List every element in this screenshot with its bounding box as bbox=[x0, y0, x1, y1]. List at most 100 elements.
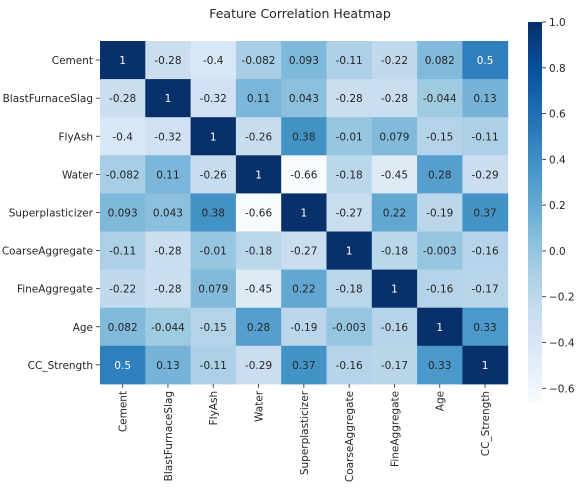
heatmap-cell-coarseaggregate-blastfurnaceslag bbox=[145, 231, 192, 271]
heatmap-cell-fineaggregate-superplasticizer bbox=[281, 269, 327, 309]
x-tick-label-superplasticizer: Superplasticizer bbox=[299, 390, 311, 475]
heatmap-value-label: 0.13 bbox=[156, 360, 179, 372]
heatmap-value-label: -0.11 bbox=[109, 246, 136, 258]
heatmap-value-label: -0.16 bbox=[426, 284, 453, 296]
heatmap-cell-cc-strength-cement bbox=[100, 345, 146, 385]
heatmap-value-label: -0.15 bbox=[200, 322, 227, 334]
y-tick-label-age: Age bbox=[73, 322, 93, 334]
heatmap-value-label: -0.18 bbox=[245, 246, 272, 258]
heatmap-value-label: -0.003 bbox=[423, 246, 457, 258]
heatmap-cell-water-flyash bbox=[190, 155, 237, 194]
heatmap-value-label: 0.5 bbox=[477, 55, 494, 67]
heatmap-value-label: 1 bbox=[391, 284, 398, 296]
heatmap-value-label: -0.082 bbox=[106, 169, 140, 181]
heatmap-cell-cement-blastfurnaceslag bbox=[145, 41, 192, 80]
heatmap-cell-fineaggregate-coarseaggregate bbox=[326, 269, 373, 309]
heatmap-cell-water-cement bbox=[100, 155, 146, 194]
heatmap-cell-superplasticizer-cement bbox=[100, 193, 146, 232]
heatmap-value-label: -0.01 bbox=[200, 246, 227, 258]
colorbar: 1.0 0.8 0.6 0.4 0.2 0.0 −0.2 −0.4 −0.6 bbox=[528, 17, 575, 402]
colorbar-tick-label: 1.0 bbox=[549, 17, 566, 29]
colorbar-tick-label: 0.8 bbox=[549, 63, 566, 75]
heatmap-cell-coarseaggregate-coarseaggregate bbox=[326, 231, 373, 271]
heatmap-value-label: 0.22 bbox=[292, 284, 315, 296]
heatmap-value-label: -0.45 bbox=[381, 169, 408, 181]
heatmap-cells bbox=[100, 41, 509, 385]
heatmap-cell-fineaggregate-cc-strength bbox=[462, 269, 509, 309]
heatmap-value-label: -0.45 bbox=[245, 284, 272, 296]
heatmap-cell-age-coarseaggregate bbox=[326, 307, 373, 347]
heatmap-value-label: 1 bbox=[436, 322, 443, 334]
heatmap-value-label: -0.28 bbox=[336, 93, 363, 105]
heatmap-value-label: 0.22 bbox=[383, 207, 406, 219]
heatmap-cell-cc-strength-flyash bbox=[190, 345, 237, 385]
heatmap-value-label: 0.11 bbox=[247, 93, 270, 105]
heatmap-cell-cement-water bbox=[235, 41, 282, 80]
heatmap-value-label: 0.38 bbox=[292, 131, 315, 143]
heatmap-cell-age-fineaggregate bbox=[371, 307, 418, 347]
y-tick-label-flyash: FlyAsh bbox=[59, 131, 93, 143]
heatmap-value-label: -0.28 bbox=[154, 246, 181, 258]
heatmap-value-label: -0.4 bbox=[112, 131, 133, 143]
heatmap-value-label: 0.37 bbox=[292, 360, 315, 372]
heatmap-value-label: -0.16 bbox=[471, 246, 498, 258]
heatmap-cell-superplasticizer-age bbox=[417, 193, 463, 232]
heatmap-value-label: -0.18 bbox=[336, 169, 363, 181]
heatmap-cell-water-fineaggregate bbox=[371, 155, 418, 194]
heatmap-cell-age-superplasticizer bbox=[281, 307, 327, 347]
heatmap-cell-superplasticizer-superplasticizer bbox=[281, 193, 327, 232]
heatmap-cell-water-water bbox=[235, 155, 282, 194]
heatmap-value-label: -0.17 bbox=[471, 284, 498, 296]
colorbar-tick-label: 0.0 bbox=[549, 246, 566, 258]
heatmap-value-label: -0.19 bbox=[426, 207, 453, 219]
heatmap-cell-coarseaggregate-superplasticizer bbox=[281, 231, 327, 271]
y-tick-label-blastfurnaceslag: BlastFurnaceSlag bbox=[3, 93, 93, 105]
heatmap-cell-superplasticizer-flyash bbox=[190, 193, 237, 232]
heatmap-value-label: 0.093 bbox=[108, 207, 138, 219]
y-tick-label-cement: Cement bbox=[52, 55, 93, 67]
colorbar-gradient bbox=[528, 22, 542, 402]
heatmap-cell-blastfurnaceslag-age bbox=[417, 79, 463, 118]
heatmap-value-label: -0.66 bbox=[245, 207, 272, 219]
y-tick-label-superplasticizer: Superplasticizer bbox=[9, 207, 94, 219]
heatmap-cell-blastfurnaceslag-blastfurnaceslag bbox=[145, 79, 192, 118]
x-tick-label-coarseaggregate: CoarseAggregate bbox=[344, 391, 356, 482]
heatmap-cell-flyash-flyash bbox=[190, 117, 237, 156]
heatmap-cell-superplasticizer-fineaggregate bbox=[371, 193, 418, 232]
heatmap-cell-blastfurnaceslag-flyash bbox=[190, 79, 237, 118]
heatmap-value-label: 0.082 bbox=[425, 55, 455, 67]
heatmap-cell-age-flyash bbox=[190, 307, 237, 347]
y-tick-label-water: Water bbox=[62, 169, 94, 181]
heatmap-value-label: 0.28 bbox=[247, 322, 270, 334]
heatmap-cell-cement-fineaggregate bbox=[371, 41, 418, 80]
x-tick-label-age: Age bbox=[435, 391, 447, 411]
heatmap-value-label: 1 bbox=[210, 131, 217, 143]
x-tick-label-water: Water bbox=[254, 390, 266, 422]
heatmap-value-label: 0.13 bbox=[473, 93, 496, 105]
heatmap-cell-fineaggregate-flyash bbox=[190, 269, 237, 309]
heatmap-cell-blastfurnaceslag-cement bbox=[100, 79, 146, 118]
colorbar-tick-label: −0.6 bbox=[549, 383, 575, 395]
heatmap-cell-coarseaggregate-flyash bbox=[190, 231, 237, 271]
heatmap-value-label: 1 bbox=[255, 169, 262, 181]
heatmap-cell-coarseaggregate-water bbox=[235, 231, 282, 271]
heatmap-cell-flyash-superplasticizer bbox=[281, 117, 327, 156]
heatmap-cell-flyash-cc-strength bbox=[462, 117, 509, 156]
heatmap-cell-cement-coarseaggregate bbox=[326, 41, 373, 80]
heatmap-cell-age-cement bbox=[100, 307, 146, 347]
heatmap-value-label: 1 bbox=[346, 246, 353, 258]
heatmap-cell-cement-age bbox=[417, 41, 463, 80]
heatmap-cell-cement-superplasticizer bbox=[281, 41, 327, 80]
heatmap-value-label: -0.11 bbox=[200, 360, 227, 372]
x-tick-label-cement: Cement bbox=[118, 391, 130, 432]
heatmap-cell-flyash-water bbox=[235, 117, 282, 156]
x-tick-label-fineaggregate: FineAggregate bbox=[389, 391, 401, 467]
heatmap-cell-flyash-blastfurnaceslag bbox=[145, 117, 192, 156]
colorbar-tick-label: −0.4 bbox=[549, 337, 575, 349]
heatmap-cell-cc-strength-coarseaggregate bbox=[326, 345, 373, 385]
heatmap-cell-cement-cement bbox=[100, 41, 146, 80]
heatmap-value-label: 0.082 bbox=[108, 322, 138, 334]
colorbar-tick-label: 0.2 bbox=[549, 200, 566, 212]
colorbar-tick-label: −0.2 bbox=[549, 292, 575, 304]
heatmap-value-label: -0.27 bbox=[290, 246, 317, 258]
